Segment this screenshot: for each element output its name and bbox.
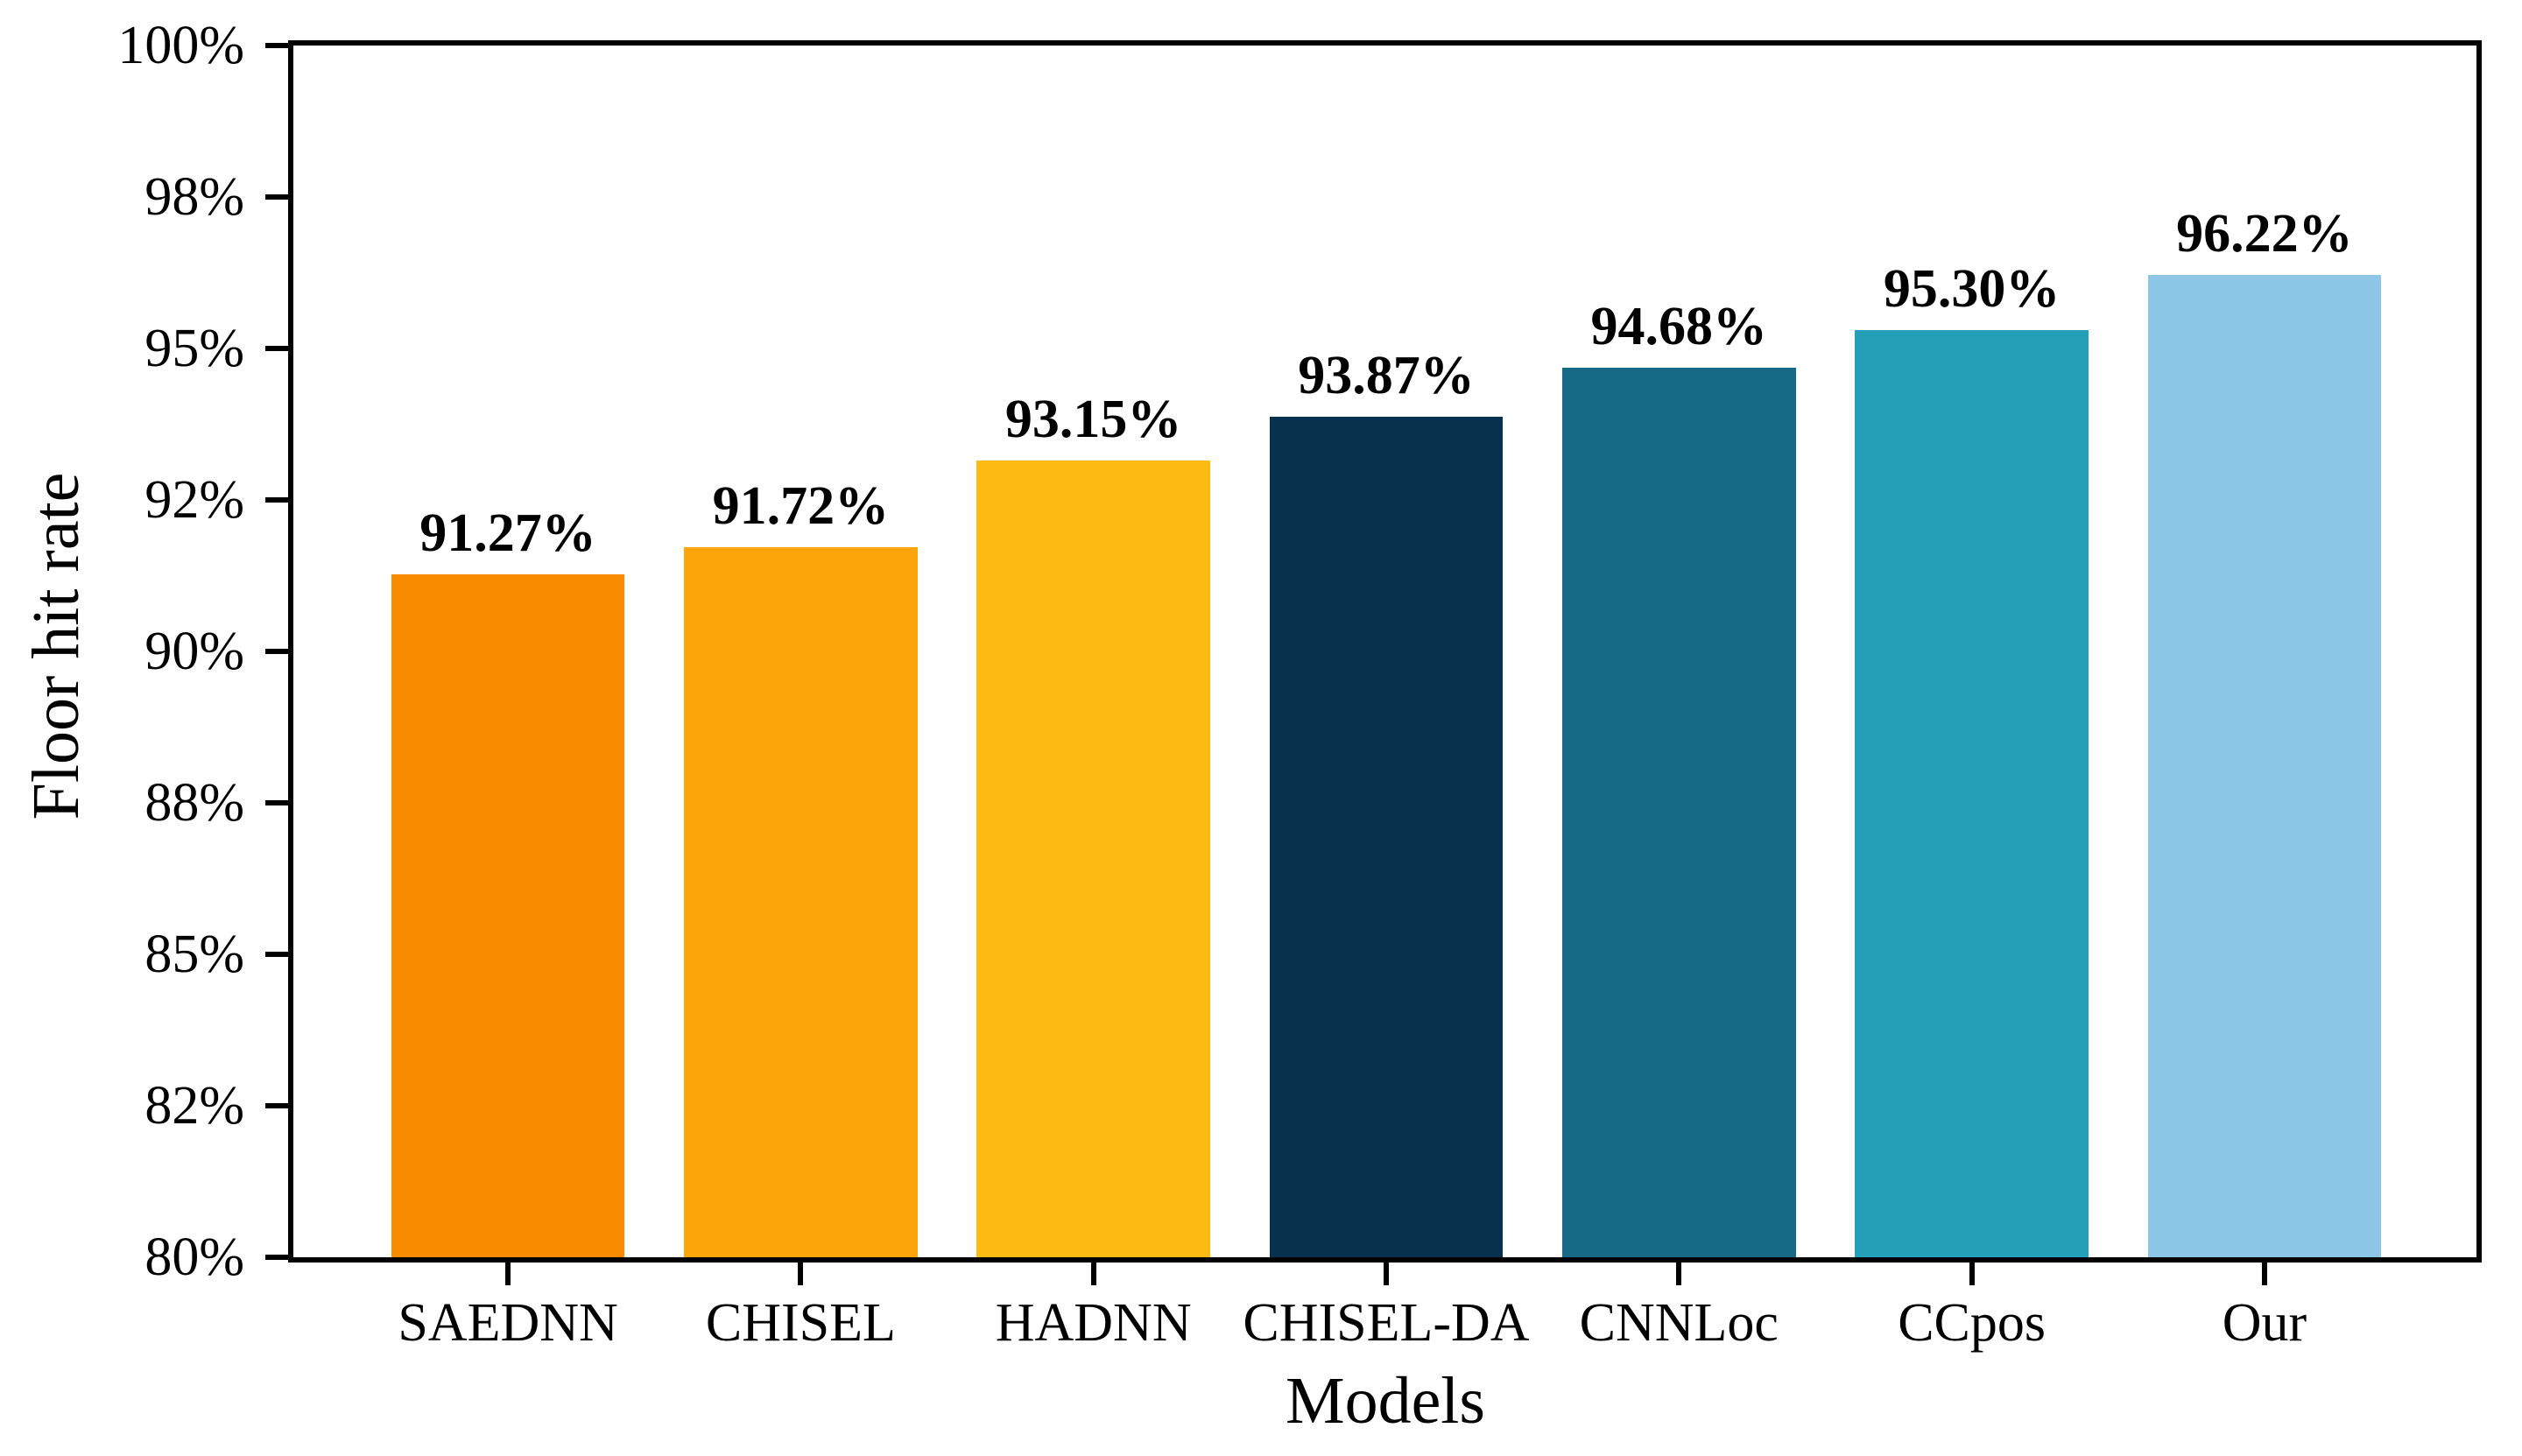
x-tick-label-ccpos: CCpos (1898, 1293, 2046, 1353)
bar-ccpos (1855, 330, 2089, 1257)
bar-value-label: 96.22% (2176, 203, 2353, 264)
y-tick-mark (265, 497, 288, 503)
x-tick-label-cnnloc: CNNLoc (1579, 1293, 1779, 1353)
x-tick-mark (1383, 1263, 1389, 1285)
bar-value-label: 93.15% (1004, 390, 1182, 450)
y-tick-mark (265, 800, 288, 805)
y-tick-label: 98% (144, 167, 244, 227)
y-tick-mark (265, 346, 288, 351)
x-tick-mark (1090, 1263, 1096, 1285)
bar-value-label: 91.72% (712, 475, 890, 536)
x-tick-label-chisel-da: CHISEL-DA (1243, 1293, 1530, 1353)
bar-hadnn (976, 461, 1211, 1257)
x-tick-label-chisel: CHISEL (705, 1293, 896, 1353)
x-tick-mark (1676, 1263, 1682, 1285)
bar-value-label: 94.68% (1590, 297, 1768, 357)
plot-area: 80% 82% 85% 88% 90% 92% 95% 98% 100% 91.27% SAEDNN… (117, 18, 2482, 1350)
bar-value-label: 95.30% (1883, 259, 2061, 320)
y-tick-mark (265, 952, 288, 957)
x-tick-mark (2261, 1263, 2267, 1285)
x-tick-label-our: Our (2222, 1293, 2307, 1353)
y-tick-label: 80% (144, 1227, 244, 1287)
x-tick-mark (798, 1263, 804, 1285)
y-tick-mark (265, 43, 288, 48)
y-tick-mark (265, 1255, 288, 1260)
x-tick-mark (1969, 1263, 1975, 1285)
x-tick-label-hadnn: HADNN (995, 1293, 1192, 1353)
bar-value-label: 91.27% (419, 503, 596, 564)
y-tick-mark (265, 649, 288, 654)
y-tick-mark (265, 1103, 288, 1108)
x-tick-label-saednn: SAEDNN (398, 1293, 618, 1353)
bar-our (2147, 274, 2382, 1257)
bar-chisel-da (1269, 417, 1504, 1257)
y-tick-label: 100% (117, 16, 244, 75)
bar-value-label: 93.87% (1298, 346, 1475, 406)
y-tick-label: 95% (144, 319, 244, 378)
y-tick-label: 92% (144, 470, 244, 530)
bar-saednn (391, 574, 625, 1257)
y-tick-label: 85% (144, 925, 244, 984)
y-tick-mark (265, 194, 288, 200)
bar-cnnloc (1561, 368, 1796, 1257)
x-tick-mark (505, 1263, 511, 1285)
x-axis-label: Models (1286, 1364, 1485, 1438)
y-tick-label: 88% (144, 773, 244, 833)
y-tick-label: 82% (144, 1076, 244, 1136)
y-tick-label: 90% (144, 622, 244, 681)
bar-chisel (683, 546, 918, 1257)
